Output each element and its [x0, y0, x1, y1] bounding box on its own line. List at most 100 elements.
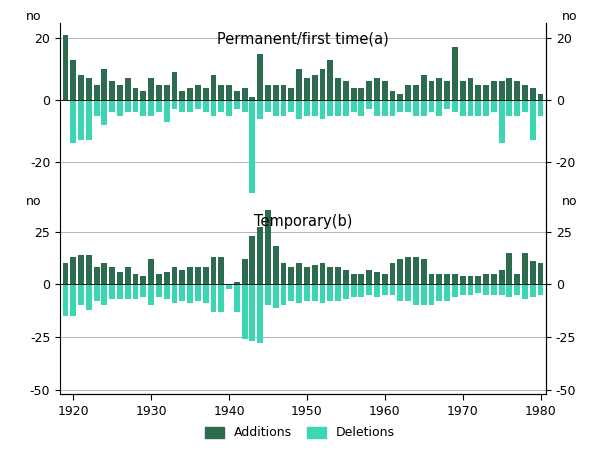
Bar — [101, 69, 107, 100]
Bar — [421, 259, 427, 284]
Bar — [382, 100, 388, 116]
Bar — [179, 284, 185, 301]
Bar — [514, 274, 520, 284]
Bar — [351, 274, 356, 284]
Bar — [226, 100, 232, 116]
Bar — [234, 91, 240, 100]
Bar — [156, 284, 162, 297]
Bar — [374, 100, 380, 116]
Bar — [203, 267, 209, 284]
Bar — [366, 100, 372, 109]
Bar — [101, 263, 107, 284]
Bar — [62, 35, 68, 100]
Bar — [172, 72, 178, 100]
Bar — [530, 284, 536, 297]
Bar — [467, 78, 473, 100]
Bar — [428, 100, 434, 112]
Bar — [421, 75, 427, 100]
Bar — [86, 284, 92, 310]
Bar — [530, 261, 536, 284]
Bar — [257, 284, 263, 343]
Bar — [289, 100, 294, 112]
Bar — [538, 94, 544, 100]
Bar — [70, 100, 76, 143]
Bar — [343, 270, 349, 284]
Bar — [125, 78, 131, 100]
Bar — [109, 82, 115, 100]
Bar — [491, 284, 497, 295]
Legend: Additions, Deletions: Additions, Deletions — [200, 421, 400, 444]
Bar — [187, 267, 193, 284]
Bar — [140, 284, 146, 297]
Bar — [273, 100, 278, 116]
Bar — [366, 82, 372, 100]
Bar — [358, 100, 364, 116]
Bar — [312, 100, 317, 116]
Bar — [467, 284, 473, 295]
Bar — [382, 82, 388, 100]
Bar — [304, 100, 310, 116]
Bar — [312, 284, 317, 301]
Bar — [335, 267, 341, 284]
Bar — [436, 274, 442, 284]
Bar — [436, 100, 442, 116]
Bar — [366, 284, 372, 295]
Bar — [101, 100, 107, 125]
Bar — [94, 100, 100, 116]
Bar — [86, 100, 92, 140]
Bar — [506, 78, 512, 100]
Bar — [475, 85, 481, 100]
Bar — [70, 284, 76, 316]
Bar — [444, 82, 450, 100]
Bar — [421, 100, 427, 116]
Bar — [436, 284, 442, 301]
Bar — [125, 100, 131, 112]
Bar — [421, 284, 427, 305]
Bar — [296, 69, 302, 100]
Bar — [467, 100, 473, 116]
Bar — [522, 85, 528, 100]
Bar — [335, 78, 341, 100]
Bar — [506, 284, 512, 297]
Bar — [413, 100, 419, 116]
Bar — [467, 276, 473, 284]
Bar — [172, 284, 178, 304]
Bar — [179, 270, 185, 284]
Bar — [78, 255, 84, 284]
Bar — [460, 284, 466, 295]
Bar — [179, 100, 185, 112]
Bar — [281, 100, 286, 116]
Bar — [109, 284, 115, 299]
Bar — [195, 267, 201, 284]
Bar — [218, 284, 224, 312]
Bar — [242, 100, 248, 112]
Bar — [320, 284, 325, 304]
Bar — [211, 75, 217, 100]
Bar — [328, 284, 333, 301]
Bar — [78, 284, 84, 305]
Text: Permanent/first time(a): Permanent/first time(a) — [217, 32, 389, 47]
Bar — [148, 78, 154, 100]
Bar — [234, 284, 240, 312]
Bar — [94, 85, 100, 100]
Bar — [265, 85, 271, 100]
Bar — [320, 100, 325, 119]
Bar — [514, 284, 520, 295]
Bar — [195, 284, 201, 301]
Bar — [156, 85, 162, 100]
Bar — [382, 274, 388, 284]
Bar — [366, 270, 372, 284]
Bar — [273, 246, 278, 284]
Bar — [226, 85, 232, 100]
Bar — [514, 100, 520, 116]
Bar — [195, 85, 201, 100]
Bar — [335, 284, 341, 301]
Bar — [499, 100, 505, 143]
Bar — [257, 100, 263, 119]
Bar — [522, 253, 528, 284]
Bar — [428, 82, 434, 100]
Bar — [351, 284, 356, 297]
Bar — [156, 100, 162, 112]
Bar — [195, 100, 201, 109]
Bar — [405, 257, 411, 284]
